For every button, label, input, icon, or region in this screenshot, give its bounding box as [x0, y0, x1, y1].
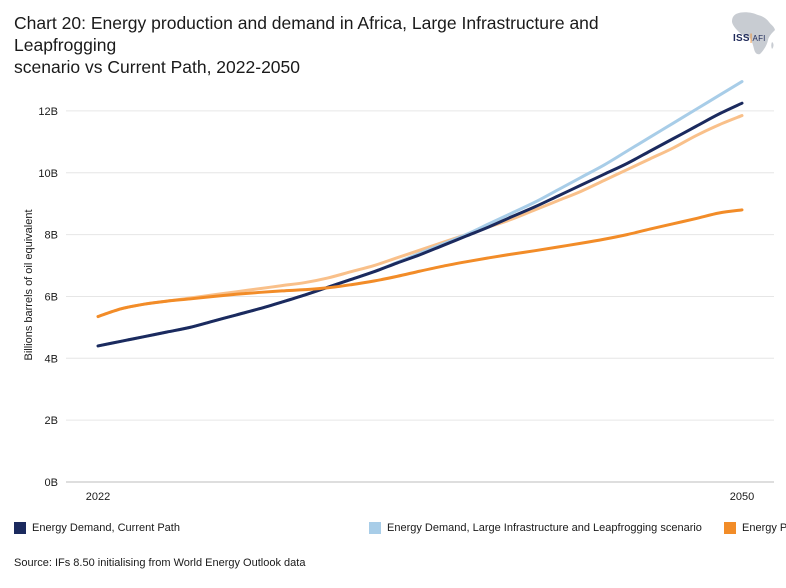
- chart-title: Chart 20: Energy production and demand i…: [14, 12, 704, 78]
- logo-afi: AFI: [752, 34, 766, 43]
- series-line-production-lil: [96, 114, 744, 319]
- logo-iss: ISS: [733, 33, 750, 44]
- logo-separator: |: [749, 33, 753, 44]
- series-line-demand-lil: [96, 80, 744, 348]
- africa-map-logo-icon: [732, 12, 775, 55]
- y-tick-label: 0B: [45, 477, 58, 489]
- legend-label: Energy Production, Current Path: [742, 522, 786, 534]
- legend-swatch: [369, 522, 381, 534]
- line-chart: 0B 2B 4B 6B 8B 10B 12B 2022 2050 Billions barrel…: [23, 80, 774, 503]
- logo-text: ISS|AFI: [733, 33, 766, 44]
- series-line-production-current: [96, 208, 744, 319]
- x-tick-label: 2022: [86, 491, 110, 503]
- y-tick-label: 8B: [45, 230, 58, 242]
- chart-title-line-2: scenario vs Current Path, 2022-2050: [14, 57, 300, 77]
- legend-swatch: [14, 522, 26, 534]
- legend-label: Energy Demand, Current Path: [32, 522, 180, 534]
- y-tick-label: 6B: [45, 291, 58, 303]
- y-tick-label: 10B: [38, 168, 58, 180]
- legend-label: Energy Demand, Large Infrastructure and …: [387, 522, 702, 534]
- chart-title-line-1: Chart 20: Energy production and demand i…: [14, 13, 599, 55]
- legend-item: Energy Demand, Current Path: [14, 522, 180, 534]
- x-tick-label: 2050: [730, 491, 754, 503]
- legend-swatch: [724, 522, 736, 534]
- y-tick-label: 2B: [45, 415, 58, 427]
- legend-item: Energy Demand, Large Infrastructure and …: [369, 522, 702, 534]
- y-tick-label: 4B: [45, 353, 58, 365]
- source-note: Source: IFs 8.50 initialising from World…: [14, 557, 306, 569]
- series-line-demand-current: [96, 101, 744, 348]
- chart-legend: Energy Demand, Current Path Energy Demand…: [0, 522, 786, 542]
- y-tick-label: 12B: [38, 106, 58, 118]
- y-axis-label: Billions barrels of oil equivalent: [23, 209, 35, 360]
- legend-item: Energy Production, Current Path: [724, 522, 786, 534]
